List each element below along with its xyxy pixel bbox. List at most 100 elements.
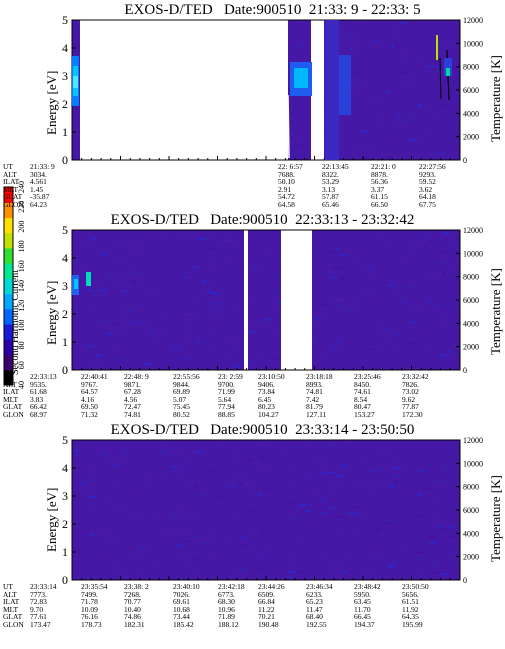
heatmap-cell xyxy=(360,87,363,89)
heatmap-cell xyxy=(173,514,177,517)
heatmap-cell xyxy=(138,359,142,362)
heatmap-cell xyxy=(410,138,417,141)
heatmap-cell xyxy=(298,45,302,47)
heatmap-cell xyxy=(380,453,388,455)
heatmap-cell xyxy=(179,468,183,470)
heatmap-cell xyxy=(139,487,142,490)
heatmap-cell xyxy=(238,472,242,474)
heatmap-cell xyxy=(389,49,392,52)
heatmap-cell xyxy=(375,454,379,456)
heatmap-cell xyxy=(209,535,216,538)
colorbar-tick-label: 40 xyxy=(17,381,26,389)
heatmap-cell xyxy=(362,485,365,488)
info-cell: 23:33:14 xyxy=(30,582,57,591)
heatmap-cell xyxy=(78,280,81,283)
heatmap-cell xyxy=(421,348,425,350)
temperature-tick-label: 10000 xyxy=(463,459,483,468)
heatmap-cell xyxy=(285,540,293,542)
heatmap-cell xyxy=(421,563,427,566)
heatmap-cell xyxy=(223,240,230,242)
info-cell: 9293. xyxy=(419,169,436,179)
heatmap-cell xyxy=(425,308,431,310)
heatmap-cell xyxy=(133,323,137,325)
heatmap-cell xyxy=(128,265,135,268)
heatmap-cell xyxy=(86,345,94,347)
heatmap-cell xyxy=(430,501,433,503)
info-row-label: ALT xyxy=(3,589,17,599)
heatmap-cell xyxy=(317,459,324,461)
heatmap-cell xyxy=(319,469,326,471)
heatmap-cell xyxy=(405,80,411,83)
heatmap-cell xyxy=(175,348,178,350)
heatmap-cell xyxy=(401,120,409,122)
heatmap-cell xyxy=(157,511,163,513)
heatmap-cell xyxy=(205,571,210,574)
heatmap-cell xyxy=(143,238,151,241)
info-cell: 70.77 xyxy=(124,597,141,607)
heatmap-cell xyxy=(437,52,444,55)
heatmap-cell xyxy=(447,526,453,529)
heatmap-cell xyxy=(99,533,104,535)
heatmap-cell xyxy=(414,68,418,71)
heatmap-cell xyxy=(195,341,201,343)
heatmap-cell xyxy=(377,326,380,328)
heatmap-cell xyxy=(133,524,137,527)
heatmap-cell xyxy=(361,69,364,71)
heatmap-cell xyxy=(427,534,435,536)
heatmap-cell xyxy=(327,531,333,534)
heatmap-cell xyxy=(412,231,418,233)
heatmap-cell xyxy=(359,64,364,66)
heatmap-cell xyxy=(100,542,106,544)
heatmap-cell xyxy=(328,504,332,506)
heatmap-cell xyxy=(390,74,393,76)
heatmap-cell xyxy=(366,252,374,254)
energy-tick-label: 5 xyxy=(62,223,68,237)
info-cell: 7499. xyxy=(81,589,98,599)
heatmap-cell xyxy=(190,257,195,260)
heatmap-cell xyxy=(431,572,439,574)
heatmap-cell xyxy=(102,326,110,329)
info-cell: 3.13 xyxy=(322,184,336,194)
heatmap-cell xyxy=(333,267,338,269)
heatmap-cell xyxy=(238,315,243,318)
heatmap-cell xyxy=(429,271,433,273)
heatmap-cell xyxy=(432,295,439,298)
heatmap-cell xyxy=(187,447,192,450)
heatmap-cell xyxy=(99,573,106,576)
heatmap-cell xyxy=(329,349,334,351)
info-cell: 11.92 xyxy=(402,604,419,614)
heatmap-cell xyxy=(138,248,142,251)
heatmap-cell xyxy=(356,81,362,83)
heatmap-cell xyxy=(320,315,327,317)
heatmap-cell xyxy=(266,253,273,255)
heatmap-cell xyxy=(73,294,80,296)
heatmap-cell xyxy=(320,304,327,306)
heatmap-cell xyxy=(431,49,437,51)
info-cell: 72.47 xyxy=(124,402,141,412)
temperature-tick-label: 8000 xyxy=(463,273,479,282)
heatmap-cell xyxy=(97,574,100,576)
heatmap-cell xyxy=(395,280,398,282)
heatmap-cell xyxy=(73,558,79,561)
info-cell: 190.48 xyxy=(258,619,279,629)
heatmap-cell xyxy=(401,301,406,303)
heatmap-cell xyxy=(385,156,392,158)
heatmap-cell xyxy=(384,43,389,46)
heatmap-cell xyxy=(374,119,380,121)
heatmap-cell xyxy=(407,147,413,149)
heatmap-cell xyxy=(171,544,177,546)
heatmap-cell xyxy=(406,454,410,456)
heatmap-cell xyxy=(448,350,452,353)
heatmap-cell xyxy=(121,290,128,292)
heatmap-cell xyxy=(450,263,457,266)
heatmap-cell xyxy=(87,479,91,481)
heatmap-cell xyxy=(281,570,287,572)
heatmap-cell xyxy=(334,539,340,542)
heatmap-cell xyxy=(138,283,142,285)
colorbar-tick-label: 140 xyxy=(17,280,26,292)
heatmap-cell xyxy=(86,289,94,291)
heatmap-cell xyxy=(193,536,201,538)
heatmap-cell xyxy=(277,284,281,286)
info-cell: 71.89 xyxy=(218,612,235,622)
heatmap-cell xyxy=(366,512,370,514)
